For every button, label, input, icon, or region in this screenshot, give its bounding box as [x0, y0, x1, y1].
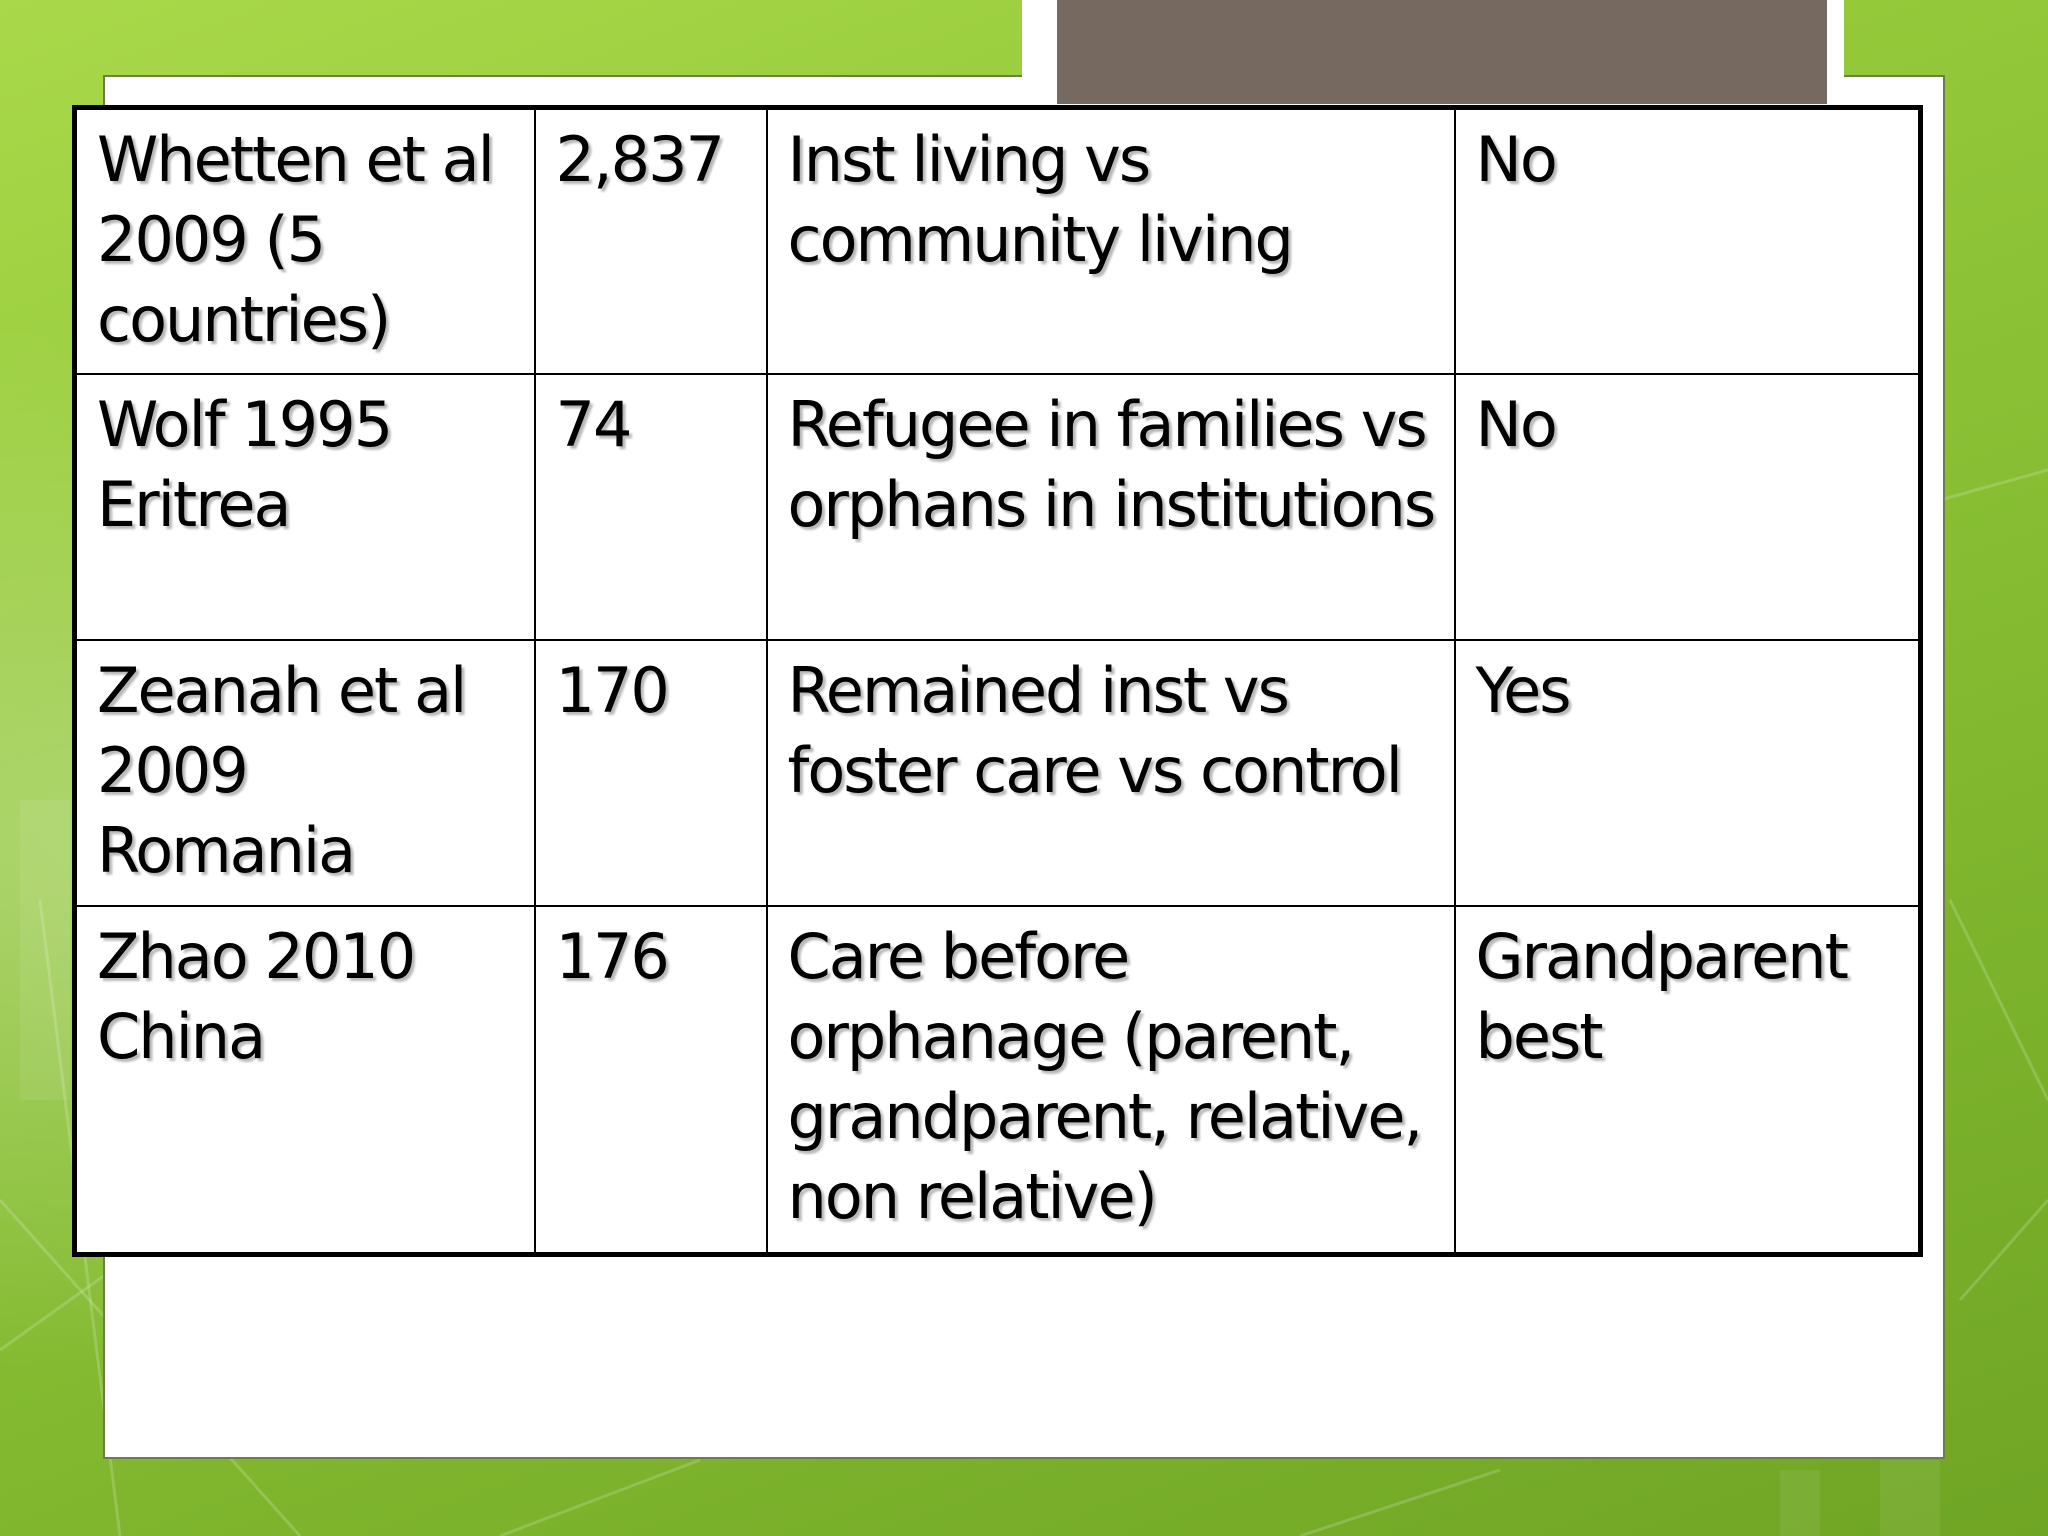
sample-size-cell: 176	[533, 904, 768, 1256]
comparison-cell: Remained inst vs foster care vs control	[765, 638, 1456, 907]
table-row: Zhao 2010 China 176 Care before orphanag…	[73, 904, 1922, 1256]
result-cell: Grandparent best	[1453, 904, 1922, 1256]
table-row: Whetten et al 2009 (5 countries) 2,837 I…	[73, 106, 1922, 375]
study-cell: Wolf 1995 Eritrea	[73, 372, 536, 641]
table-row: Wolf 1995 Eritrea 74 Refugee in families…	[73, 372, 1922, 641]
comparison-cell: Inst living vs community living	[765, 106, 1456, 375]
result-cell: No	[1453, 372, 1922, 641]
comparison-cell: Care before orphanage (parent, grandpare…	[765, 904, 1456, 1256]
sample-size-cell: 170	[533, 638, 768, 907]
sample-size-cell: 74	[533, 372, 768, 641]
comparison-cell: Refugee in families vs orphans in instit…	[765, 372, 1456, 641]
result-cell: No	[1453, 106, 1922, 375]
title-placeholder	[1057, 0, 1827, 104]
sample-size-cell: 2,837	[533, 106, 768, 375]
study-cell: Zeanah et al 2009 Romania	[73, 638, 536, 907]
study-cell: Whetten et al 2009 (5 countries)	[73, 106, 536, 375]
study-table: Whetten et al 2009 (5 countries) 2,837 I…	[72, 105, 1923, 1257]
study-cell: Zhao 2010 China	[73, 904, 536, 1256]
table-row: Zeanah et al 2009 Romania 170 Remained i…	[73, 638, 1922, 907]
result-cell: Yes	[1453, 638, 1922, 907]
